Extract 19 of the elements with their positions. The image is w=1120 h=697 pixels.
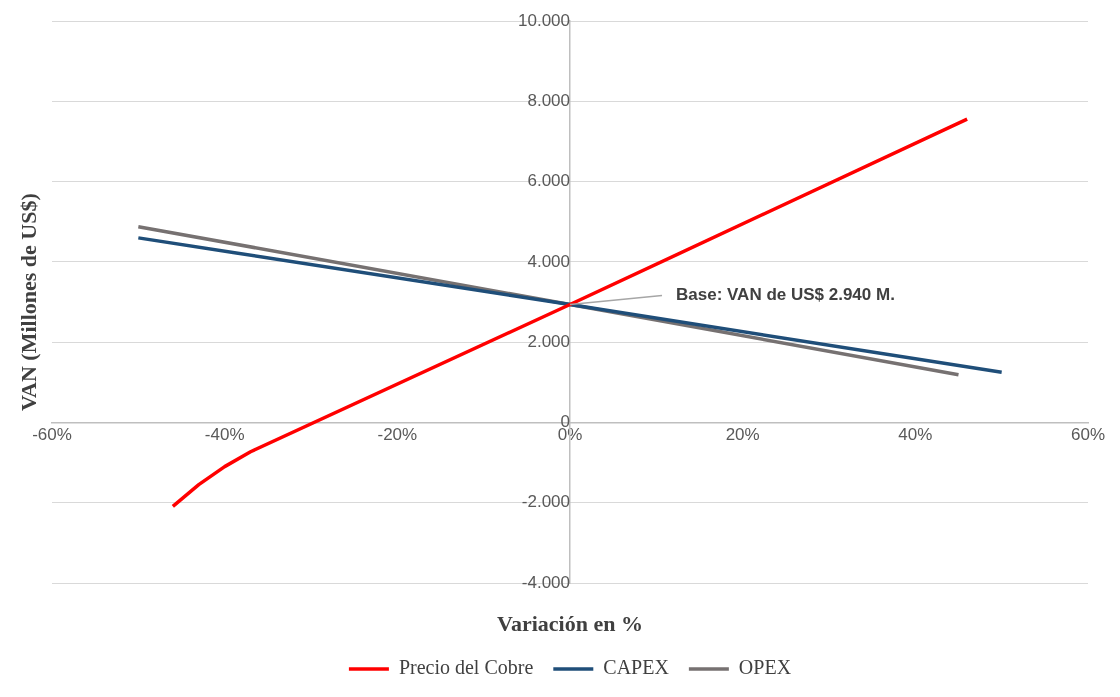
y-tick-label: 6.000	[527, 171, 570, 191]
x-tick-label: -20%	[377, 425, 418, 445]
x-tick-label: 40%	[898, 425, 933, 445]
legend-label: Precio del Cobre	[398, 656, 534, 679]
y-tick-label: 2.000	[527, 331, 570, 351]
x-tick-label: 20%	[725, 425, 760, 445]
y-tick-label: 4.000	[527, 251, 570, 271]
x-axis-title: Variación en %	[497, 610, 643, 636]
y-tick-label: 8.000	[527, 91, 570, 111]
legend-label: CAPEX	[603, 656, 670, 679]
y-tick-label: -2.000	[521, 492, 570, 512]
x-tick-label: -40%	[204, 425, 245, 445]
annotation: Base: VAN de US$ 2.940 M.	[676, 285, 895, 305]
y-axis-title: VAN (Millones de US$)	[15, 193, 41, 411]
y-tick-label: -4.000	[521, 572, 570, 592]
x-tick-label: 60%	[1070, 425, 1106, 445]
x-tick-label: -60%	[32, 425, 72, 445]
legend-label: OPEX	[738, 656, 792, 679]
y-tick-label: 10.000	[518, 10, 570, 30]
